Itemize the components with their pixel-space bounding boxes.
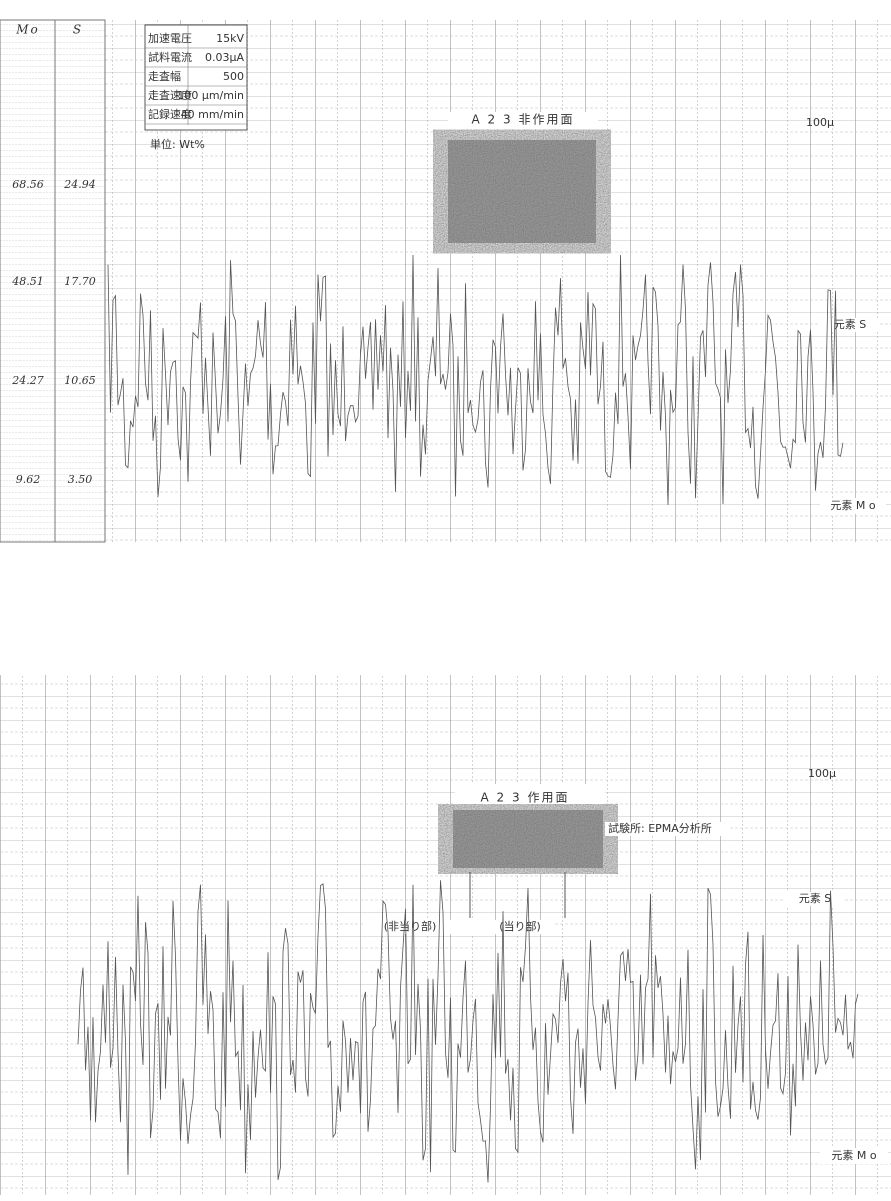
label-bg [605,822,730,836]
element-label: 元素 S [834,318,866,331]
condition-name: 記録速度 [148,107,192,121]
column-head: S [73,23,83,37]
scale-value: 17.70 [64,275,96,288]
signal-trace [77,880,859,1183]
scale-value: 9.62 [16,473,41,486]
region-label: (非当り部) [384,919,437,933]
scale-value: 68.56 [12,178,44,191]
micrograph-tone [453,810,603,868]
condition-value: 15kV [216,32,244,45]
condition-name: 走査速度 [148,88,192,102]
condition-name: 走査幅 [148,69,181,83]
top-panel: Mo S 68.56 24.94 48.51 17.70 24.27 10.65… [0,19,891,543]
chart-paper [0,675,891,1195]
element-label: 元素 M o [831,1149,876,1162]
condition-value: 100 μm/min [177,89,244,102]
scale-bar: 100μ [808,767,836,780]
scale-value: 10.65 [64,374,96,387]
label-bg [820,1148,888,1164]
column-head: Mo [15,23,40,37]
scale-column-lines [0,19,106,543]
chart-paper [0,20,891,542]
trace-line [77,880,859,1183]
micrograph-tone [448,140,596,243]
condition-value: 0.03μA [205,51,244,64]
condition-name: 加速電圧 [148,32,192,45]
condition-value: 500 [223,70,244,83]
scale-value: 48.51 [11,275,44,288]
photo-title: A 2 3 非作用面 [472,113,575,127]
scale-value: 24.94 [63,178,96,191]
scale-value: 3.50 [68,473,93,486]
label-bg [820,498,886,514]
element-label: 元素 M o [830,499,875,512]
condition-value: 40 mm/min [181,108,244,121]
lab-note: 試験所: EPMA分析所 [608,821,712,835]
region-label: (当り部) [499,919,541,933]
scale-value: 24.27 [11,374,44,387]
photo-title: A 2 3 作用面 [481,791,570,805]
unit-note: 単位: Wt% [150,137,205,151]
signal-trace [107,254,844,506]
condition-name: 試料電流 [148,50,192,64]
element-label: 元素 S [799,892,831,905]
scale-bar: 100μ [806,116,834,129]
conditions-box [144,24,248,131]
trace-line [107,254,844,506]
bottom-panel: A 2 3 作用面 100μ 試験所: EPMA分析所 (非当り部) (当り部)… [0,675,891,1195]
